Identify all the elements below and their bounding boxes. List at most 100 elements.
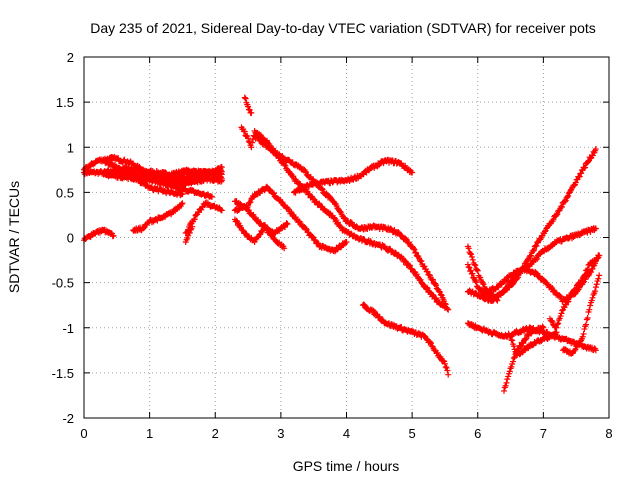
- data-point: [412, 249, 419, 256]
- data-point: [318, 185, 325, 192]
- data-point: [472, 262, 479, 269]
- data-point: [311, 236, 318, 243]
- data-point: [572, 286, 579, 293]
- data-point: [469, 253, 476, 260]
- data-point: [309, 233, 316, 240]
- data-point: [140, 224, 147, 231]
- data-point: [579, 333, 586, 340]
- x-tick-label: 3: [277, 426, 284, 441]
- data-point: [442, 363, 449, 370]
- data-point: [424, 268, 431, 275]
- data-point: [218, 164, 225, 171]
- data-point: [437, 291, 444, 298]
- y-tick-label: 0: [67, 231, 74, 246]
- data-point: [417, 276, 424, 283]
- data-point: [341, 214, 348, 221]
- data-point: [179, 200, 186, 207]
- data-point: [533, 242, 540, 249]
- data-point: [246, 199, 253, 206]
- data-point: [584, 266, 591, 273]
- data-point: [550, 216, 557, 223]
- data-point: [502, 382, 509, 389]
- data-point: [444, 367, 451, 374]
- data-point: [557, 313, 564, 320]
- data-point: [493, 296, 500, 303]
- data-point: [471, 261, 478, 268]
- x-tick-label: 6: [474, 426, 481, 441]
- data-point: [218, 178, 225, 185]
- data-point: [241, 94, 248, 101]
- data-point: [427, 340, 434, 347]
- data-point: [509, 337, 516, 344]
- data-point: [477, 274, 484, 281]
- data-point: [596, 252, 603, 259]
- data-point: [465, 263, 472, 270]
- data-point: [565, 298, 572, 305]
- data-point: [505, 373, 512, 380]
- y-axis-label: SDTVAR / TECUs: [6, 181, 22, 293]
- y-tick-label: 1: [67, 140, 74, 155]
- y-tick-label: -1: [62, 321, 74, 336]
- data-point: [465, 245, 472, 252]
- data-point: [589, 294, 596, 301]
- data-point: [581, 326, 588, 333]
- data-point: [587, 269, 594, 276]
- data-point: [558, 203, 565, 210]
- y-tick-label: 0.5: [56, 185, 74, 200]
- data-point: [528, 252, 535, 259]
- data-point: [474, 267, 481, 274]
- data-point: [507, 333, 514, 340]
- data-point: [426, 272, 433, 279]
- series-sat-y: [501, 323, 547, 394]
- x-tick-label: 0: [80, 426, 87, 441]
- data-point: [284, 220, 291, 227]
- x-tick-label: 8: [605, 426, 612, 441]
- data-point: [187, 226, 194, 233]
- data-point: [555, 320, 562, 327]
- y-tick-labels: -2 -1.5 -1 -0.5 0 0.5 1 1.5 2: [52, 50, 74, 426]
- data-points: [81, 94, 603, 394]
- data-point: [247, 199, 254, 206]
- data-point: [592, 288, 599, 295]
- data-point: [531, 246, 538, 253]
- data-point: [245, 135, 252, 142]
- data-point: [534, 255, 541, 262]
- data-point: [564, 194, 571, 201]
- data-point: [592, 284, 599, 291]
- data-point: [245, 138, 252, 145]
- data-point: [592, 146, 599, 153]
- y-tick-label: -0.5: [52, 276, 74, 291]
- data-point: [595, 275, 602, 282]
- data-point: [501, 387, 507, 394]
- data-point: [303, 225, 310, 232]
- y-tick-label: -1.5: [52, 366, 74, 381]
- data-point: [559, 307, 566, 314]
- data-point: [434, 349, 441, 356]
- data-point: [469, 256, 476, 263]
- series-sat-n: [251, 133, 452, 313]
- data-point: [178, 201, 185, 208]
- data-point: [468, 251, 475, 258]
- data-point: [540, 324, 547, 331]
- data-point: [343, 239, 350, 246]
- x-tick-label: 5: [409, 426, 416, 441]
- data-point: [245, 103, 252, 110]
- data-point: [406, 262, 413, 269]
- data-point: [510, 358, 517, 365]
- data-point: [302, 168, 309, 175]
- data-point: [554, 211, 561, 218]
- data-point: [373, 311, 380, 318]
- data-point: [553, 211, 560, 218]
- data-point: [517, 343, 524, 350]
- data-point: [441, 360, 448, 367]
- data-point: [467, 250, 474, 257]
- data-point: [441, 300, 448, 307]
- data-point: [154, 217, 161, 224]
- series-sat-ab: [560, 272, 603, 357]
- data-point: [286, 168, 293, 175]
- data-point: [445, 306, 452, 313]
- y-tick-label: 2: [67, 50, 74, 65]
- data-point: [242, 95, 249, 102]
- data-point: [588, 297, 595, 304]
